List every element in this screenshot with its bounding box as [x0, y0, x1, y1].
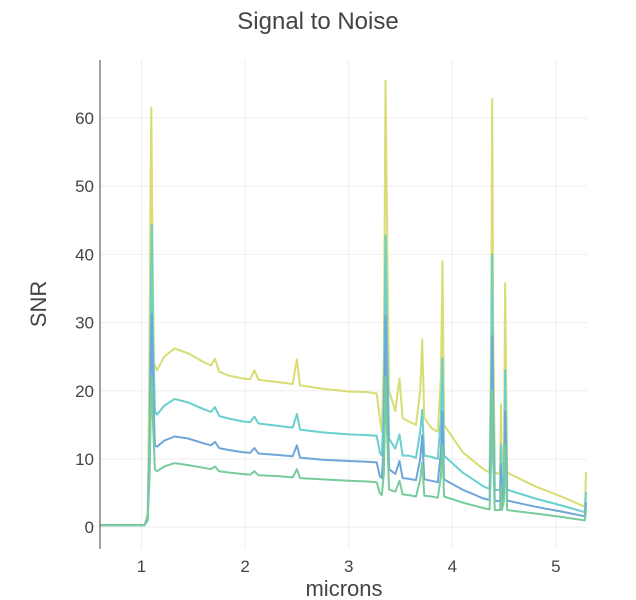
x-axis-label: microns — [305, 576, 382, 600]
y-tick-label: 40 — [75, 245, 94, 264]
y-tick-label: 0 — [85, 518, 94, 537]
x-tick-label: 2 — [240, 557, 249, 576]
series-line-1 — [100, 79, 587, 527]
y-tick-label: 60 — [75, 109, 94, 128]
y-tick-label: 30 — [75, 314, 94, 333]
grid-layer — [100, 60, 587, 549]
series-layer — [100, 79, 587, 527]
tick-layer: 0 10 20 30 40 50 60 1 2 3 4 5 — [75, 109, 561, 576]
series-line-2 — [100, 224, 587, 527]
x-tick-label: 5 — [551, 557, 560, 576]
x-tick-label: 1 — [137, 557, 146, 576]
series-line-4 — [100, 376, 587, 527]
y-axis-label: SNR — [26, 281, 51, 327]
y-tick-label: 50 — [75, 177, 94, 196]
x-tick-label: 4 — [448, 557, 457, 576]
y-tick-label: 20 — [75, 382, 94, 401]
series-line-3 — [100, 313, 587, 527]
y-tick-label: 10 — [75, 450, 94, 469]
chart-title: Signal to Noise — [237, 8, 398, 35]
x-tick-label: 3 — [344, 557, 353, 576]
